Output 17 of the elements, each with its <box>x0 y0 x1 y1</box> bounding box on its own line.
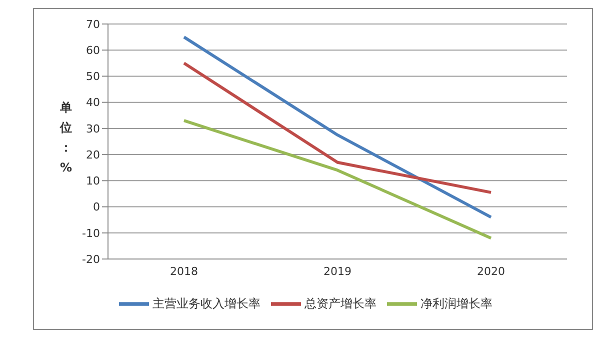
y-tick-label: 70 <box>86 18 100 31</box>
y-axis-title: 单位：% <box>59 100 72 174</box>
legend-label: 总资产增长率 <box>304 296 376 310</box>
y-tick-label: 20 <box>86 148 100 162</box>
y-tick-label: -10 <box>82 226 100 240</box>
y-tick-label: 10 <box>86 174 100 188</box>
y-tick-label: 40 <box>86 96 100 110</box>
x-tick-label: 2018 <box>170 264 198 278</box>
x-tick-label: 2020 <box>477 264 505 278</box>
x-tick-label: 2019 <box>324 264 352 278</box>
y-tick-label: 30 <box>86 122 100 136</box>
y-tick-label: -20 <box>82 252 100 266</box>
y-tick-label: 50 <box>86 70 100 84</box>
legend-label: 主营业务收入增长率 <box>152 296 260 310</box>
legend-label: 净利润增长率 <box>420 296 492 310</box>
y-tick-label: 60 <box>86 44 100 58</box>
y-tick-label: 0 <box>93 200 100 214</box>
